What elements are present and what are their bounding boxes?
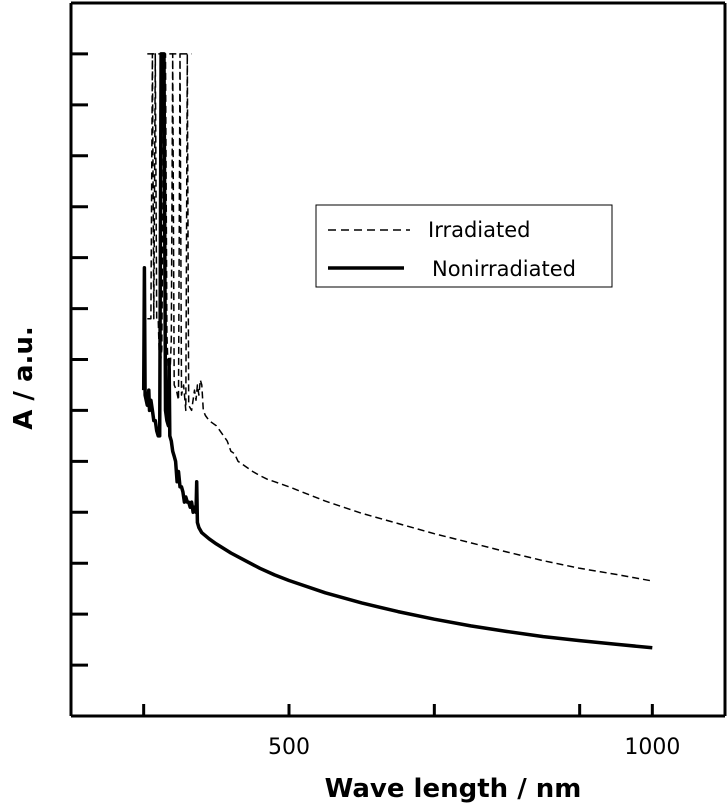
x-tick-label: 1000 — [624, 735, 680, 760]
y-axis-title: A / a.u. — [9, 326, 39, 430]
series-line-irradiated — [147, 53, 653, 582]
y-ticks — [71, 52, 88, 667]
series-group — [141, 52, 653, 650]
legend-label-irradiated: Irradiated — [428, 218, 530, 242]
legend-label-nonirradiated: Nonirradiated — [432, 257, 576, 281]
series-line-nonirradiated — [141, 52, 653, 650]
legend: Irradiated Nonirradiated — [315, 204, 613, 288]
x-axis-title: Wave length / nm — [325, 774, 582, 804]
x-tick-labels: 500 1000 — [268, 735, 680, 760]
x-tick-label: 500 — [268, 735, 310, 760]
legend-box — [315, 204, 613, 288]
x-ticks — [142, 704, 654, 716]
